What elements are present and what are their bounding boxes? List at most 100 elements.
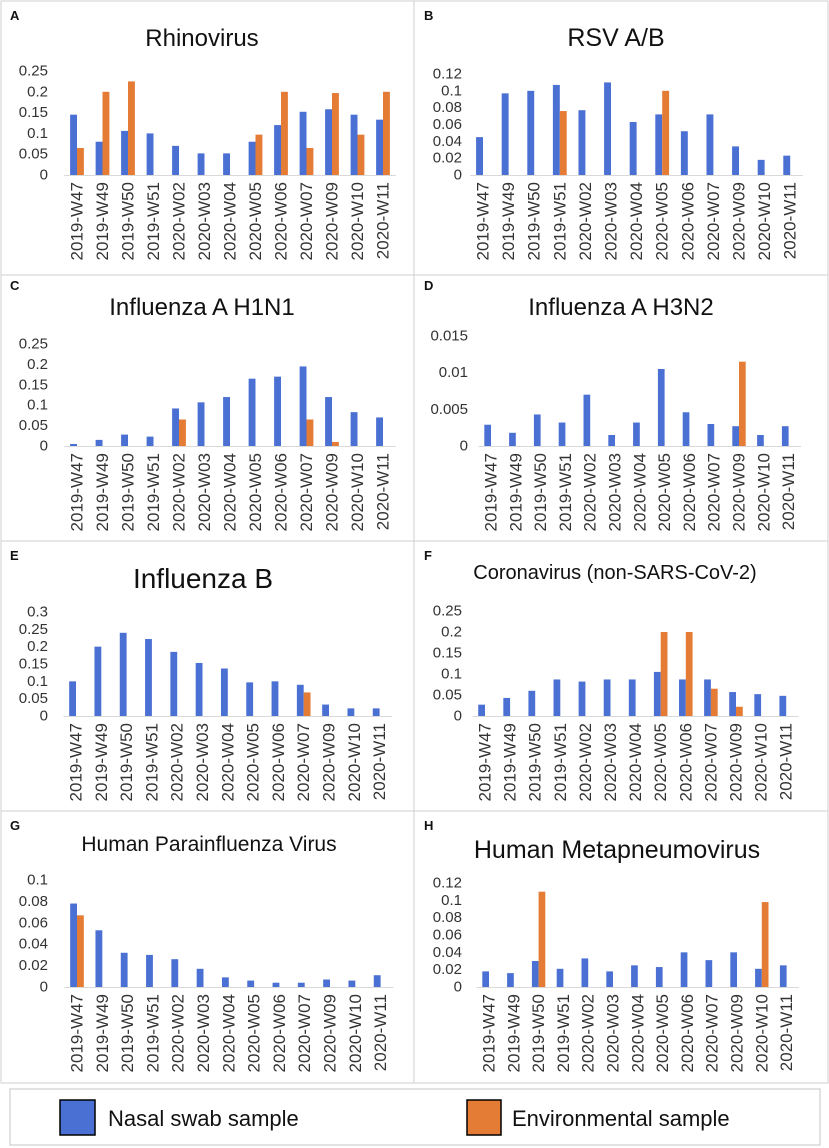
x-tick-label: 2019-W47 xyxy=(474,182,493,260)
nasal-swab-bar xyxy=(783,155,791,175)
y-tick-label: 0.08 xyxy=(433,99,462,116)
nasal-swab-bar xyxy=(325,109,332,175)
legend-frame xyxy=(9,1088,821,1146)
y-tick-label: 0.2 xyxy=(27,638,48,655)
x-tick-label: 2020-W05 xyxy=(653,182,672,260)
nasal-swab-bar xyxy=(299,111,307,175)
x-tick-label: 2020-W07 xyxy=(297,182,316,260)
nasal-swab-bar xyxy=(528,690,536,716)
nasal-swab-bar xyxy=(552,84,560,175)
nasal-swab-bar xyxy=(503,697,511,716)
x-tick-label: 2019-W50 xyxy=(529,994,548,1072)
x-tick-label: 2020-W10 xyxy=(755,182,774,260)
environmental-bar xyxy=(77,915,84,987)
x-tick-label: 2019-W47 xyxy=(482,453,501,531)
panel-letter: G xyxy=(10,818,20,833)
y-tick-label: 0.05 xyxy=(19,417,48,434)
nasal-swab-bar xyxy=(172,145,179,175)
x-tick-label: 2020-W06 xyxy=(678,182,697,260)
nasal-swab-bar xyxy=(507,973,514,987)
nasal-swab-bar xyxy=(119,632,127,716)
x-tick-label: 2020-W11 xyxy=(777,994,796,1071)
x-tick-label: 2020-W06 xyxy=(676,723,695,801)
y-tick-label: 0.25 xyxy=(433,603,462,620)
environmental-bar xyxy=(739,361,746,446)
environmental-bar xyxy=(685,632,693,716)
nasal-swab-bar xyxy=(373,975,381,987)
nasal-swab-bar xyxy=(274,125,281,175)
x-tick-label: 2020-W07 xyxy=(294,723,313,801)
nasal-swab-bar xyxy=(146,954,153,987)
y-tick-label: 0.05 xyxy=(19,690,48,707)
nasal-swab-bar xyxy=(325,397,332,446)
x-tick-label: 2020-W07 xyxy=(704,182,723,260)
y-tick-label: 0 xyxy=(454,708,462,725)
nasal-swab-bar xyxy=(501,93,509,175)
nasal-swab-bar xyxy=(754,694,762,716)
nasal-swab-bar xyxy=(757,159,765,175)
nasal-swab-legend-swatch xyxy=(59,1099,96,1136)
nasal-swab-bar xyxy=(553,679,561,716)
x-tick-label: 2020-W02 xyxy=(169,994,188,1072)
nasal-swab-bar xyxy=(655,114,663,175)
nasal-swab-bar xyxy=(195,662,203,716)
x-tick-label: 2019-W50 xyxy=(119,453,138,531)
nasal-swab-bar xyxy=(95,141,103,175)
x-tick-label: 2020-W11 xyxy=(781,182,800,259)
x-tick-label: 2020-W02 xyxy=(579,994,598,1072)
nasal-swab-bar xyxy=(583,394,591,446)
environmental-bar xyxy=(383,91,390,175)
x-tick-label: 2019-W51 xyxy=(144,453,163,531)
y-tick-label: 0.25 xyxy=(19,336,48,353)
chart-title: Rhinovirus xyxy=(145,25,258,52)
y-tick-label: 0.04 xyxy=(433,944,462,961)
nasal-swab-bar xyxy=(781,426,789,446)
y-tick-label: 0.06 xyxy=(19,914,48,931)
x-tick-label: 2020-W09 xyxy=(320,723,339,801)
environmental-bar xyxy=(128,81,135,175)
environmental-bar xyxy=(332,93,339,175)
panel-f: F Coronavirus (non-SARS-CoV-2) 0 0.05 0.1 0.1… xyxy=(413,540,829,812)
nasal-swab-bar xyxy=(94,646,102,716)
x-tick-label: 2019-W49 xyxy=(93,994,112,1072)
nasal-swab-bar xyxy=(372,708,380,716)
nasal-swab-bar xyxy=(223,397,230,446)
x-tick-label: 2020-W10 xyxy=(348,453,367,531)
nasal-swab-bar xyxy=(482,971,489,987)
nasal-swab-bar xyxy=(578,681,586,716)
environmental-bar xyxy=(736,706,743,716)
x-tick-label: 2020-W05 xyxy=(246,453,265,531)
panel-letter: E xyxy=(10,548,19,563)
x-tick-label: 2020-W02 xyxy=(576,182,595,260)
y-tick-label: 0.1 xyxy=(27,397,48,414)
x-tick-label: 2020-W05 xyxy=(245,994,264,1072)
nasal-swab-bar xyxy=(757,435,764,446)
panel-e: E Influenza B 00.050.10.150.20.250.3 2019-W… xyxy=(0,540,415,812)
x-tick-label: 2019-W50 xyxy=(526,723,545,801)
x-tick-label: 2020-W06 xyxy=(269,723,288,801)
panel-c: C Influenza A H1N1 0 0.05 0.1 0.15 0.2 0.25 2019… xyxy=(0,274,415,542)
x-tick-label: 2020-W07 xyxy=(297,453,316,531)
x-tick-label: 2020-W04 xyxy=(628,994,647,1072)
nasal-swab-bar xyxy=(478,704,485,716)
x-tick-label: 2019-W47 xyxy=(68,182,87,260)
x-tick-label: 2020-W10 xyxy=(345,723,364,801)
nasal-swab-bar xyxy=(527,90,535,175)
panel-letter: H xyxy=(424,818,433,833)
x-tick-label: 2020-W04 xyxy=(626,723,645,801)
x-tick-label: 2019-W51 xyxy=(142,723,161,801)
x-tick-label: 2020-W11 xyxy=(370,723,389,800)
chart-title: RSV A/B xyxy=(567,24,664,52)
y-tick-label: 0.15 xyxy=(433,645,462,662)
x-tick-label: 2020-W03 xyxy=(195,453,214,531)
nasal-swab-bar xyxy=(297,982,305,987)
nasal-swab-bar xyxy=(296,684,304,716)
x-tick-label: 2020-W07 xyxy=(701,723,720,801)
nasal-swab-bar xyxy=(732,146,739,175)
nasal-swab-bar xyxy=(729,692,736,716)
x-tick-label: 2020-W04 xyxy=(221,453,240,531)
x-tick-label: 2019-W47 xyxy=(480,994,499,1072)
y-tick-label: 0.04 xyxy=(433,133,462,150)
nasal-swab-bar xyxy=(248,141,256,175)
